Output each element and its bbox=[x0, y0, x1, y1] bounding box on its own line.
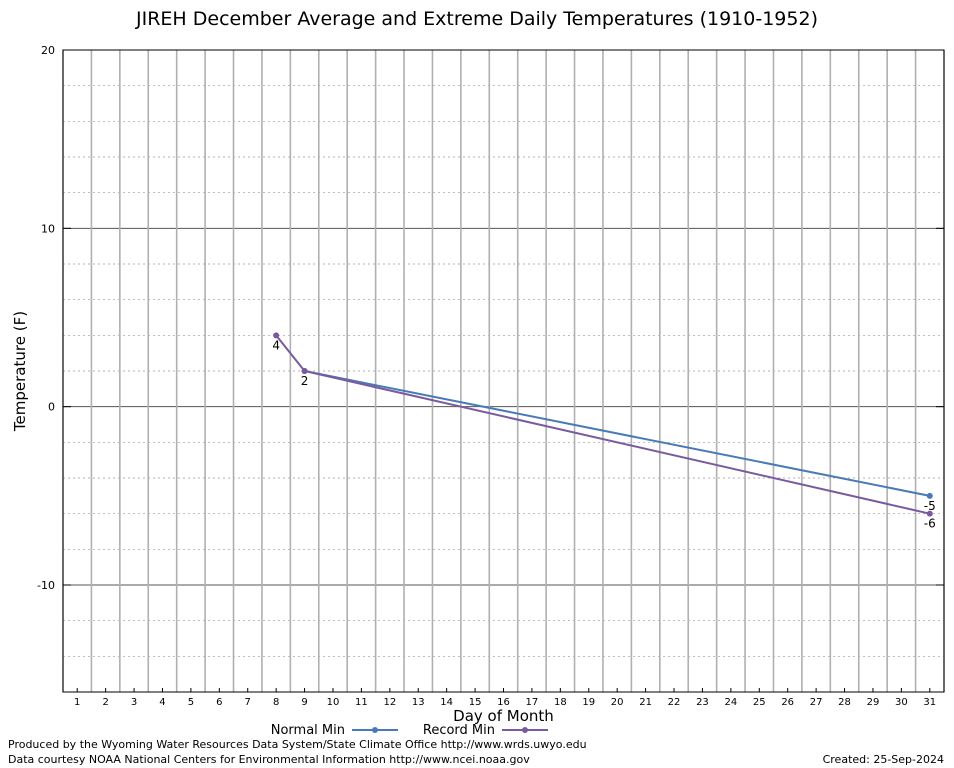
x-tick-label: 20 bbox=[611, 697, 624, 708]
x-tick-label: 17 bbox=[526, 697, 539, 708]
x-tick-label: 21 bbox=[639, 697, 652, 708]
y-tick-label: 10 bbox=[41, 222, 55, 235]
x-tick-label: 14 bbox=[440, 697, 453, 708]
x-tick-label: 1 bbox=[74, 697, 80, 708]
x-tick-label: 16 bbox=[497, 697, 510, 708]
x-tick-label: 4 bbox=[159, 697, 165, 708]
data-point bbox=[926, 510, 933, 517]
x-tick-label: 27 bbox=[810, 697, 823, 708]
data-labels: -5 4 2 -6 bbox=[272, 338, 935, 530]
x-tick-label: 10 bbox=[327, 697, 340, 708]
grid bbox=[62, 49, 945, 693]
legend: Normal Min Record Min bbox=[271, 723, 548, 738]
x-tick-label: 13 bbox=[412, 697, 425, 708]
x-tick-label: 28 bbox=[838, 697, 851, 708]
legend-label: Normal Min bbox=[271, 723, 345, 738]
x-axis-label: Day of Month bbox=[453, 707, 554, 725]
x-tick-label: 15 bbox=[469, 697, 482, 708]
footer-produced-by: Produced by the Wyoming Water Resources … bbox=[8, 738, 587, 751]
x-tick-label: 26 bbox=[781, 697, 794, 708]
x-tick-label: 18 bbox=[554, 697, 567, 708]
x-tick-label: 31 bbox=[923, 697, 936, 708]
series bbox=[273, 332, 933, 517]
x-tick-label: 19 bbox=[582, 697, 595, 708]
footer-created: Created: 25-Sep-2024 bbox=[822, 753, 944, 766]
data-label: 4 bbox=[272, 338, 280, 352]
data-point bbox=[926, 492, 933, 499]
y-axis-label: Temperature (F) bbox=[11, 311, 29, 432]
x-tick-label: 25 bbox=[753, 697, 766, 708]
legend-swatch-marker bbox=[372, 727, 378, 733]
y-tick-label: -10 bbox=[37, 579, 55, 592]
chart-title: JIREH December Average and Extreme Daily… bbox=[136, 8, 818, 30]
data-label: -5 bbox=[924, 499, 936, 513]
data-label: -6 bbox=[924, 517, 936, 531]
x-tick-label: 24 bbox=[724, 697, 737, 708]
legend-label: Record Min bbox=[423, 723, 495, 738]
x-tick-label: 8 bbox=[273, 697, 279, 708]
footer-data-courtesy: Data courtesy NOAA National Centers for … bbox=[8, 753, 530, 766]
data-point bbox=[301, 368, 308, 374]
data-point bbox=[273, 332, 280, 339]
series-line bbox=[304, 370, 930, 497]
x-tick-label: 30 bbox=[895, 697, 908, 708]
x-tick-label: 11 bbox=[355, 697, 368, 708]
x-tick-label: 7 bbox=[245, 697, 251, 708]
x-tick-label: 5 bbox=[188, 697, 194, 708]
y-tick-label: 0 bbox=[48, 401, 55, 414]
x-tick-label: 3 bbox=[131, 697, 137, 708]
x-tick-label: 29 bbox=[867, 697, 880, 708]
x-tick-label: 22 bbox=[668, 697, 681, 708]
x-tick-label: 12 bbox=[383, 697, 396, 708]
y-tick-label: 20 bbox=[41, 44, 55, 57]
legend-swatch-marker bbox=[522, 727, 528, 733]
x-tick-label: 23 bbox=[696, 697, 709, 708]
data-label: 2 bbox=[301, 374, 309, 388]
x-tick-label: 2 bbox=[102, 697, 108, 708]
x-tick-label: 9 bbox=[301, 697, 307, 708]
x-tick-label: 6 bbox=[216, 697, 222, 708]
